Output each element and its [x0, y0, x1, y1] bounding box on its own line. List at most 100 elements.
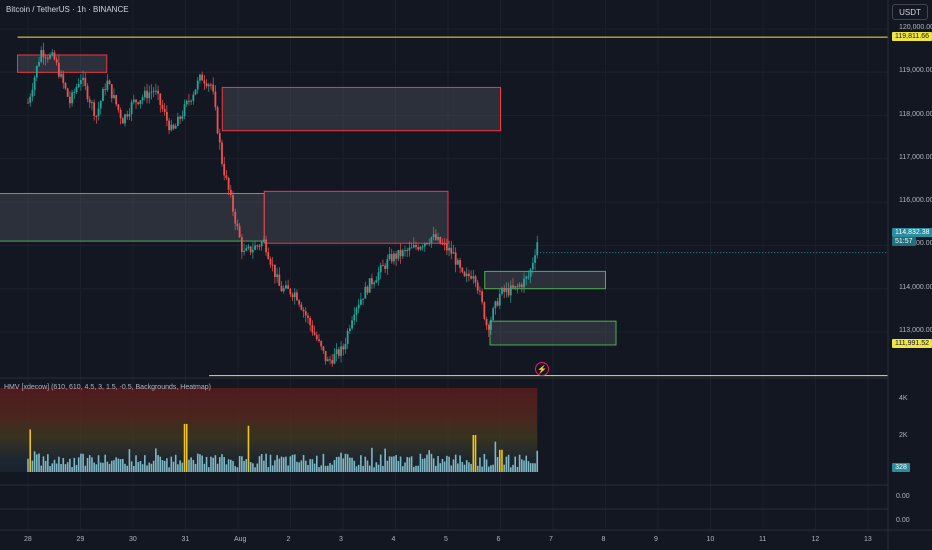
- candle: [210, 84, 212, 86]
- candle: [53, 52, 56, 60]
- volume-bar: [267, 467, 270, 472]
- currency-button[interactable]: USDT: [892, 4, 928, 20]
- candle: [472, 276, 475, 279]
- candle: [498, 294, 501, 306]
- lightning-icon[interactable]: ⚡: [535, 362, 549, 376]
- candle: [128, 114, 131, 117]
- candle: [256, 245, 259, 247]
- volume-bar: [289, 456, 292, 472]
- volume-bar: [166, 458, 168, 472]
- candle: [221, 142, 223, 164]
- candle: [108, 80, 111, 85]
- candle: [265, 239, 267, 253]
- volume-bar: [393, 456, 395, 472]
- symbol-title[interactable]: Bitcoin / TetherUS · 1h · BINANCE: [6, 5, 129, 14]
- volume-bar: [534, 463, 536, 472]
- candle: [384, 265, 387, 269]
- volume-bar: [150, 463, 153, 472]
- candle: [55, 59, 58, 63]
- candle: [49, 54, 51, 59]
- candle: [282, 288, 285, 292]
- candle: [531, 262, 534, 270]
- volume-bar: [245, 459, 248, 472]
- volume-bar: [443, 461, 446, 472]
- volume-bar: [172, 461, 175, 472]
- candle: [207, 84, 210, 87]
- volume-bar: [121, 458, 124, 472]
- candle: [401, 250, 404, 257]
- candle: [514, 286, 517, 288]
- candle: [199, 74, 201, 81]
- candle: [340, 346, 342, 356]
- candle: [342, 346, 345, 350]
- candle: [483, 302, 486, 319]
- volume-bar: [230, 459, 232, 472]
- demand-zone: [489, 320, 617, 346]
- candle: [99, 101, 102, 109]
- volume-bar: [333, 460, 336, 472]
- candle: [496, 301, 499, 306]
- candle: [177, 116, 179, 126]
- volume-bar: [185, 423, 188, 472]
- volume-bar: [320, 465, 323, 472]
- volume-bar: [71, 467, 73, 472]
- volume-bar: [507, 454, 510, 472]
- candle: [31, 89, 34, 97]
- indicator-title[interactable]: HMV [xdecow] (610, 610, 4.5, 3, 1.5, -0.…: [4, 384, 211, 391]
- volume-bar: [360, 455, 362, 472]
- candle: [243, 250, 245, 253]
- volume-bar: [459, 455, 461, 472]
- candle: [410, 247, 413, 249]
- candle: [465, 273, 468, 277]
- price-axis-label: 119,000.00: [899, 67, 932, 75]
- candle: [46, 57, 49, 59]
- volume-bar: [53, 459, 56, 472]
- horizontal-levels: [17, 36, 888, 377]
- candle: [124, 114, 126, 124]
- volume-bar: [40, 465, 43, 472]
- time-axis-label: 6: [496, 536, 501, 543]
- lower-level-tag: 111,991.52: [892, 339, 932, 348]
- candle: [278, 274, 281, 286]
- candle: [417, 247, 420, 250]
- volume-bar: [492, 464, 494, 472]
- volume-bar: [401, 466, 404, 472]
- volume-bar: [157, 455, 159, 472]
- volume-bar: [498, 449, 501, 472]
- candle: [329, 359, 331, 361]
- volume-bar: [181, 462, 184, 472]
- candle: [516, 286, 519, 288]
- volume-bar: [274, 460, 276, 472]
- candle: [307, 315, 309, 318]
- candle: [428, 243, 431, 245]
- candle: [512, 285, 514, 288]
- time-axis-label: 28: [24, 536, 32, 543]
- candle: [315, 334, 318, 340]
- candle: [159, 93, 162, 106]
- volume-bar: [490, 465, 492, 472]
- volume-bar: [108, 463, 111, 472]
- candle: [271, 264, 274, 266]
- supply-zone: [263, 190, 449, 244]
- candle: [371, 278, 373, 285]
- volume-bar: [298, 462, 300, 472]
- price-axis-label: 117,000.00: [899, 153, 932, 161]
- candle: [333, 354, 336, 364]
- candle: [77, 84, 80, 88]
- candle: [331, 360, 334, 364]
- volume-bar: [485, 459, 488, 472]
- time-axis-label: 12: [811, 536, 820, 543]
- lower-pane-axis-2: 0.00: [896, 517, 910, 524]
- candle: [485, 318, 488, 326]
- candle: [137, 102, 140, 105]
- volume-bar: [463, 464, 466, 472]
- volume-bar: [441, 458, 444, 472]
- volume-bar: [424, 458, 426, 472]
- volume-bar: [481, 466, 483, 472]
- volume-bar: [137, 462, 140, 472]
- demand-zone: [0, 192, 265, 242]
- candle: [146, 90, 148, 99]
- candle: [337, 349, 340, 356]
- volume-bar: [249, 462, 252, 472]
